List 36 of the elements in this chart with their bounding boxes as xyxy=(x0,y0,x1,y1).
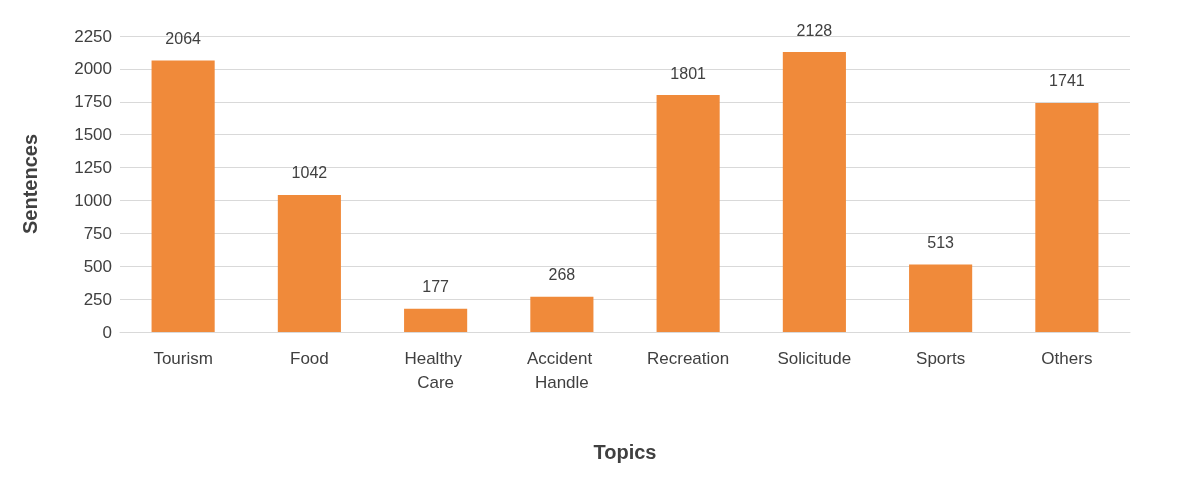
y-tick-label: 0 xyxy=(102,322,112,342)
x-tick-label: Sports xyxy=(916,348,966,368)
bar xyxy=(1035,102,1099,332)
y-tick-label: 2250 xyxy=(74,26,112,46)
data-label: 1801 xyxy=(670,64,707,82)
x-tick-label: Food xyxy=(290,348,329,368)
x-tick-label: Tourism xyxy=(153,348,213,368)
bar xyxy=(909,264,973,332)
y-tick-label: 1750 xyxy=(74,92,112,112)
x-tick-label: Solicitude xyxy=(777,348,852,368)
bar xyxy=(530,296,594,332)
x-tick-label: Healthy Care xyxy=(404,348,467,392)
bar xyxy=(656,95,720,332)
y-axis-title: Sentences xyxy=(19,133,41,235)
y-tick-label: 2000 xyxy=(74,59,112,79)
data-label: 2128 xyxy=(796,21,833,39)
y-tick-label: 1250 xyxy=(74,158,112,178)
data-label: 1042 xyxy=(291,164,328,182)
data-label: 177 xyxy=(422,278,450,296)
x-tick-label: Recreation xyxy=(647,348,730,368)
data-label: 2064 xyxy=(165,29,202,47)
y-tick-label: 750 xyxy=(83,223,112,243)
x-axis-title: Topics xyxy=(593,441,657,463)
x-tick-label: Accident Handle xyxy=(526,348,597,392)
bar xyxy=(404,308,468,332)
bar xyxy=(277,194,341,332)
y-tick-label: 500 xyxy=(83,256,112,276)
y-tick-label: 1500 xyxy=(74,125,112,145)
y-tick-label: 250 xyxy=(83,289,112,309)
y-tick-label: 1000 xyxy=(74,190,112,210)
data-label: 268 xyxy=(548,266,576,284)
data-label: 513 xyxy=(927,234,955,252)
bar xyxy=(151,60,215,332)
bar xyxy=(782,52,846,332)
x-tick-label: Others xyxy=(1041,348,1093,368)
data-label: 1741 xyxy=(1049,72,1085,90)
